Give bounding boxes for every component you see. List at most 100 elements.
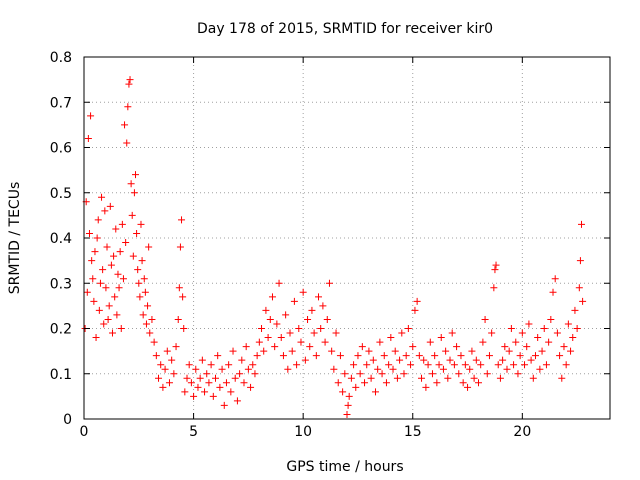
data-point	[363, 361, 371, 369]
data-point	[393, 374, 401, 382]
data-point	[525, 320, 533, 328]
data-point	[136, 293, 144, 301]
data-point	[148, 315, 156, 323]
data-point	[277, 334, 285, 342]
data-point	[114, 270, 122, 278]
y-tick-label: 0.6	[50, 141, 72, 157]
x-axis-label: GPS time / hours	[286, 459, 403, 475]
data-point	[505, 347, 513, 355]
data-point	[262, 306, 270, 314]
data-point	[468, 347, 476, 355]
data-point	[529, 374, 537, 382]
data-point	[253, 352, 261, 360]
data-point	[132, 171, 140, 179]
data-point	[391, 347, 399, 355]
data-point	[540, 325, 548, 332]
gridlines	[84, 57, 610, 419]
data-point	[293, 361, 301, 369]
data-point	[251, 370, 259, 378]
data-point	[264, 334, 272, 342]
data-point	[549, 288, 557, 296]
data-point	[145, 243, 153, 251]
data-point	[319, 302, 327, 310]
data-point	[233, 397, 241, 405]
data-point	[225, 361, 233, 369]
data-point	[352, 383, 360, 391]
data-point	[179, 293, 187, 301]
data-point	[560, 343, 568, 351]
data-point	[238, 356, 246, 364]
data-point	[85, 229, 93, 237]
data-point	[496, 374, 504, 382]
data-point	[275, 279, 283, 287]
data-point	[404, 325, 412, 332]
data-point	[459, 379, 467, 387]
data-point	[446, 356, 454, 364]
data-point	[422, 383, 430, 391]
data-point	[367, 374, 375, 382]
data-point	[244, 365, 252, 373]
data-point	[325, 279, 333, 287]
data-point	[301, 356, 309, 364]
data-point	[129, 252, 137, 260]
data-point	[448, 329, 456, 337]
data-point	[266, 315, 274, 323]
data-point	[343, 410, 351, 418]
data-point	[321, 338, 329, 346]
data-point	[117, 325, 125, 332]
data-points	[81, 76, 587, 418]
data-point	[514, 370, 522, 378]
data-point	[107, 261, 115, 269]
data-point	[119, 275, 127, 283]
data-point	[297, 338, 305, 346]
data-point	[99, 266, 107, 274]
data-point	[538, 347, 546, 355]
y-tick-label: 0.3	[50, 276, 72, 292]
data-point	[562, 361, 570, 369]
axis-ticks: 0 5 10 15 20 0 0.1 0.2 0.3 0.4 0.5 0.6 0.7 0.8	[50, 50, 610, 440]
data-point	[534, 334, 542, 342]
data-point	[212, 374, 219, 382]
data-point	[356, 370, 364, 378]
data-point	[569, 334, 577, 342]
data-point	[564, 320, 572, 328]
data-point	[304, 315, 312, 323]
data-point	[492, 261, 500, 269]
data-point	[198, 356, 206, 364]
data-point	[104, 315, 112, 323]
data-point	[279, 352, 287, 360]
y-tick-label: 0.1	[50, 367, 72, 383]
chart-title: Day 178 of 2015, SRMTID for receiver kir…	[197, 21, 493, 37]
data-point	[159, 383, 167, 391]
data-point	[124, 103, 132, 111]
y-tick-label: 0.4	[50, 231, 72, 247]
data-point	[94, 216, 102, 224]
data-point	[185, 361, 193, 369]
data-point	[83, 288, 91, 296]
data-point	[101, 207, 109, 215]
data-point	[282, 311, 290, 319]
x-tick-label: 20	[513, 424, 531, 440]
y-tick-label: 0.2	[50, 322, 72, 338]
data-point	[345, 392, 353, 400]
data-point	[306, 343, 314, 351]
x-tick-label: 0	[80, 424, 89, 440]
y-tick-label: 0.5	[50, 186, 72, 202]
data-point	[255, 338, 263, 346]
data-point	[332, 329, 340, 337]
data-point	[122, 239, 130, 247]
data-point	[479, 338, 487, 346]
data-point	[312, 352, 320, 360]
data-point	[222, 379, 230, 387]
data-point	[260, 347, 268, 355]
data-point	[512, 338, 520, 346]
data-point	[92, 334, 100, 342]
data-point	[106, 202, 114, 210]
data-point	[93, 234, 101, 242]
data-point	[220, 401, 228, 409]
y-axis-label: SRMTID / TECUs	[7, 182, 23, 295]
data-point	[344, 401, 352, 409]
data-point	[547, 315, 555, 323]
data-point	[457, 352, 465, 360]
data-point	[571, 306, 579, 314]
